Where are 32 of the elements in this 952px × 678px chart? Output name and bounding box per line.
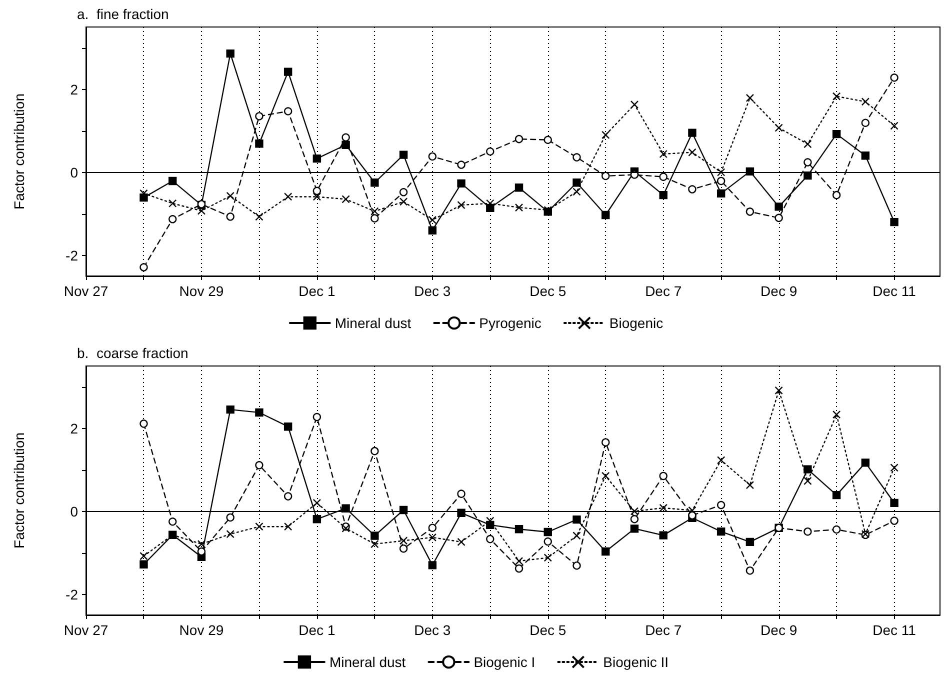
chart-title: b. coarse fraction	[77, 345, 188, 361]
y-axis-title: Factor contribution	[11, 432, 27, 548]
x-tick-label: Dec 3	[414, 622, 451, 638]
x-tick-label: Dec 9	[760, 283, 798, 299]
y-tick-label: -2	[66, 586, 78, 602]
x-tick-label: Dec 5	[530, 283, 566, 299]
y-tick-label: -2	[66, 247, 78, 264]
x-tick-label: Nov 29	[179, 283, 224, 299]
y-tick-label: 0	[70, 164, 78, 180]
x-tick-label: Dec 7	[645, 622, 682, 638]
y-tick-label: 0	[70, 503, 78, 520]
x-tick-label: Dec 5	[530, 622, 566, 638]
x-tick-label: Nov 29	[179, 622, 224, 638]
chart-title: a. fine fraction	[77, 6, 169, 22]
x-tick-label: Dec 9	[760, 622, 798, 638]
x-tick-label: Dec 11	[872, 283, 916, 299]
x-tick-label: Dec 1	[298, 283, 336, 299]
legend-label: Biogenic I	[474, 654, 536, 670]
x-tick-label: Dec 1	[298, 622, 336, 638]
legend-label: Mineral dust	[329, 654, 406, 670]
y-axis-title: Factor contribution	[11, 94, 27, 210]
x-tick-label: Dec 11	[872, 622, 916, 638]
x-tick-label: Nov 27	[64, 283, 108, 299]
legend-label: Biogenic	[609, 315, 664, 331]
x-tick-label: Dec 7	[645, 283, 682, 299]
legend-label: Mineral dust	[334, 315, 412, 331]
y-tick-label: 2	[70, 420, 78, 436]
x-tick-label: Nov 27	[64, 622, 108, 638]
legend-label: Pyrogenic	[479, 315, 542, 331]
x-tick-label: Dec 3	[414, 283, 451, 299]
y-tick-label: 2	[70, 81, 78, 98]
legend-label: Biogenic II	[603, 654, 669, 670]
